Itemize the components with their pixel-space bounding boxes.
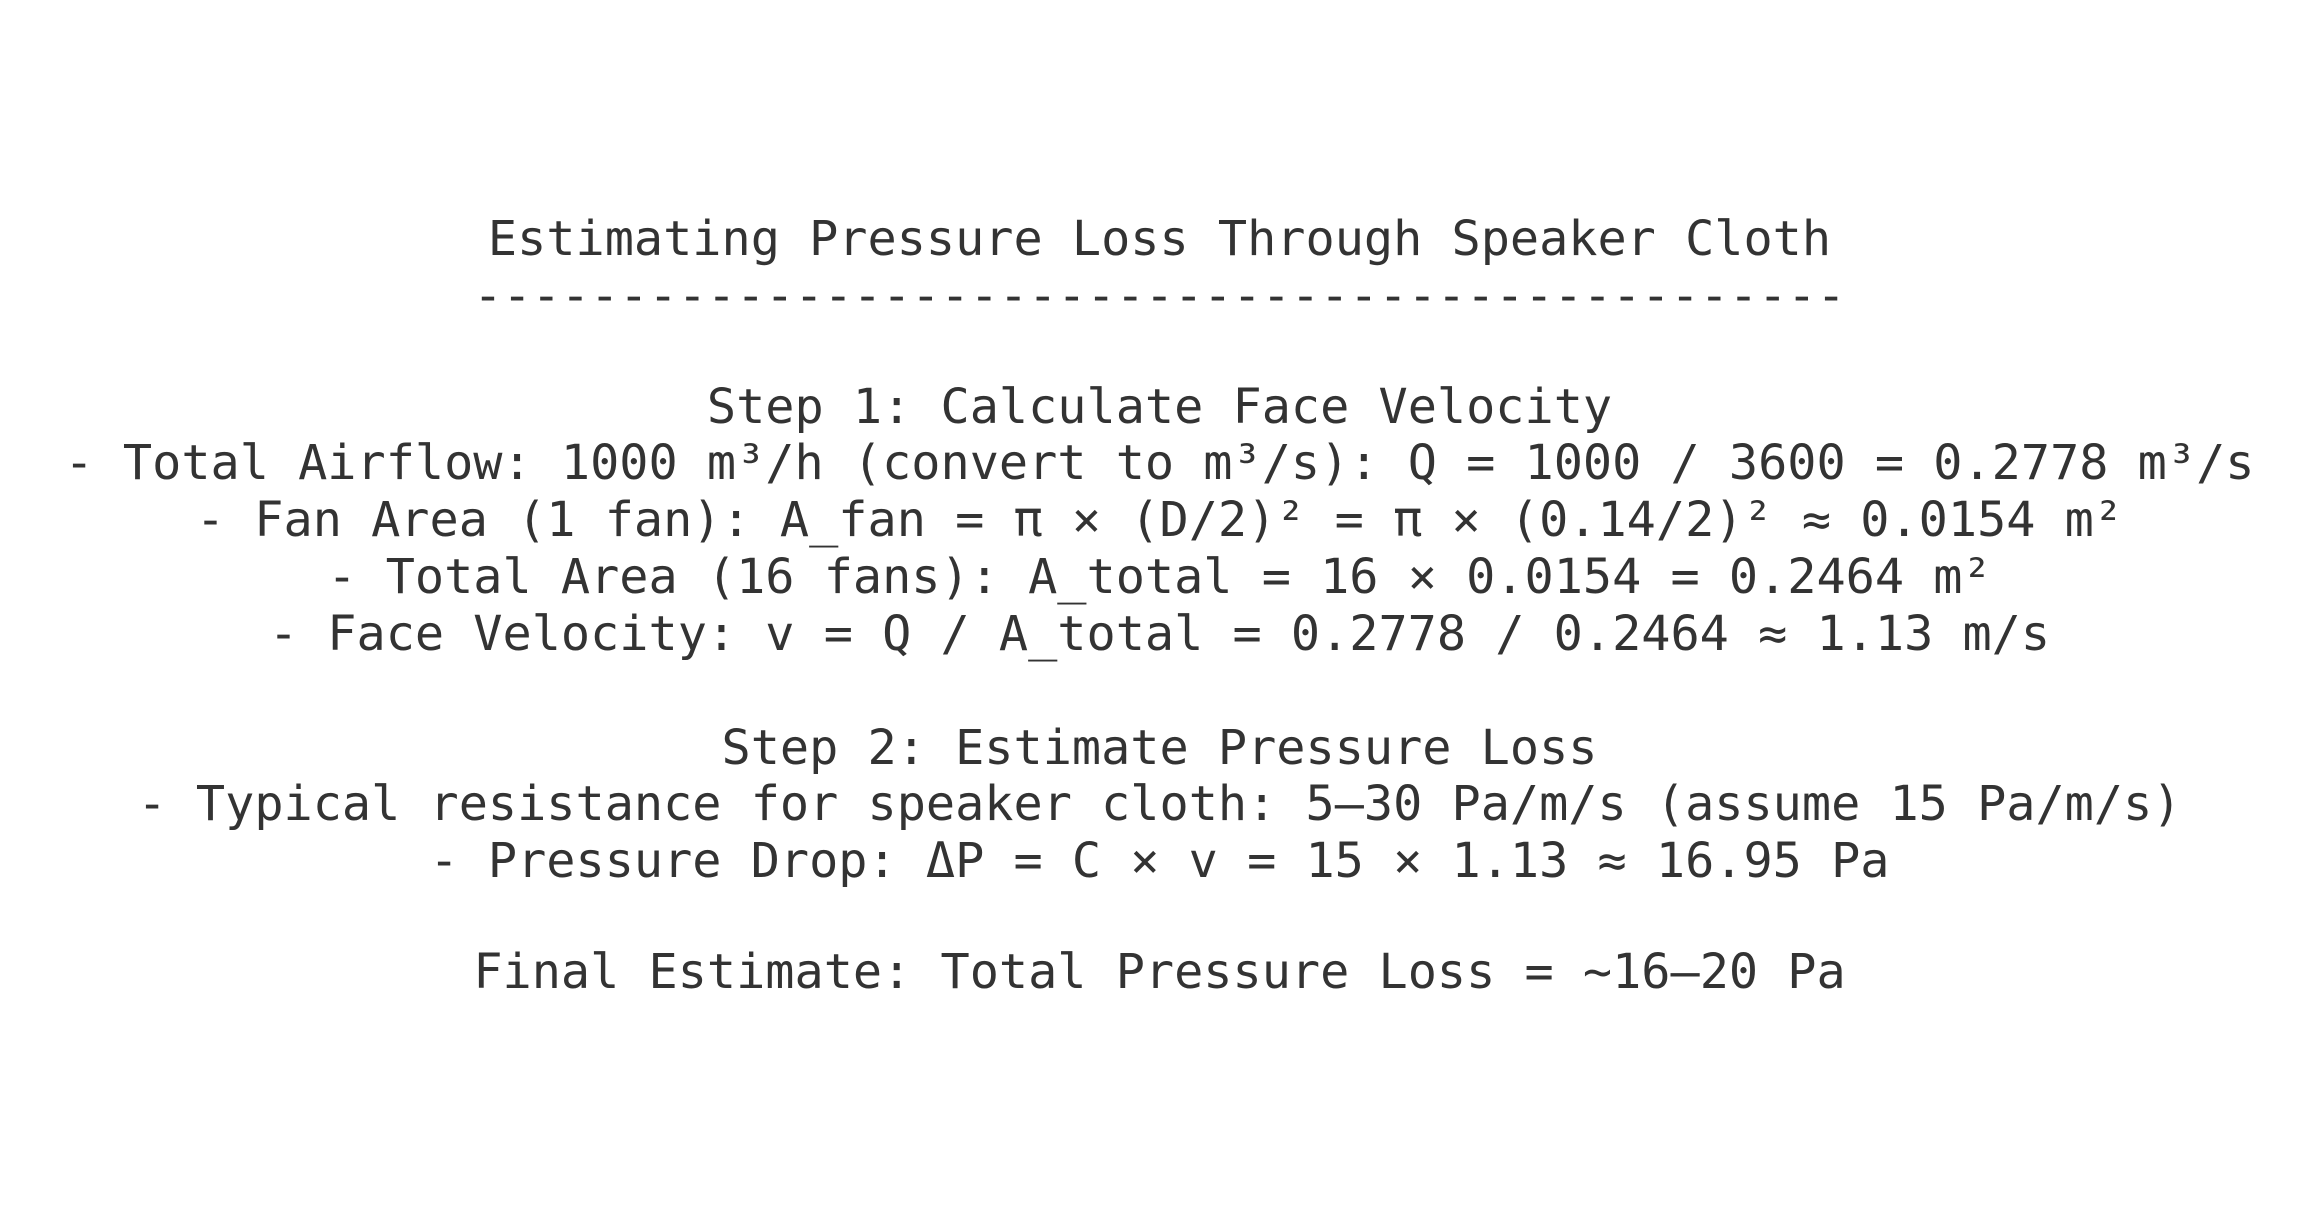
step1-line-airflow: - Total Airflow: 1000 m³/h (convert to m… [64,435,2255,491]
title-underline: ----------------------------------------… [473,268,1846,324]
step2-line-pressure-drop: - Pressure Drop: ΔP = C × v = 15 × 1.13 … [429,833,1890,889]
step2-heading: Step 2: Estimate Pressure Loss [721,720,1598,776]
step1-line-fan-area: - Fan Area (1 fan): A_fan = π × (D/2)² =… [195,492,2124,548]
step1-heading: Step 1: Calculate Face Velocity [706,379,1613,435]
step1-line-face-velocity: - Face Velocity: v = Q / A_total = 0.277… [268,606,2051,662]
final-estimate: Final Estimate: Total Pressure Loss = ~1… [473,944,1846,1000]
step1-line-total-area: - Total Area (16 fans): A_total = 16 × 0… [327,549,1992,605]
document-title: Estimating Pressure Loss Through Speaker… [487,211,1832,267]
step2-line-resistance: - Typical resistance for speaker cloth: … [137,776,2182,832]
